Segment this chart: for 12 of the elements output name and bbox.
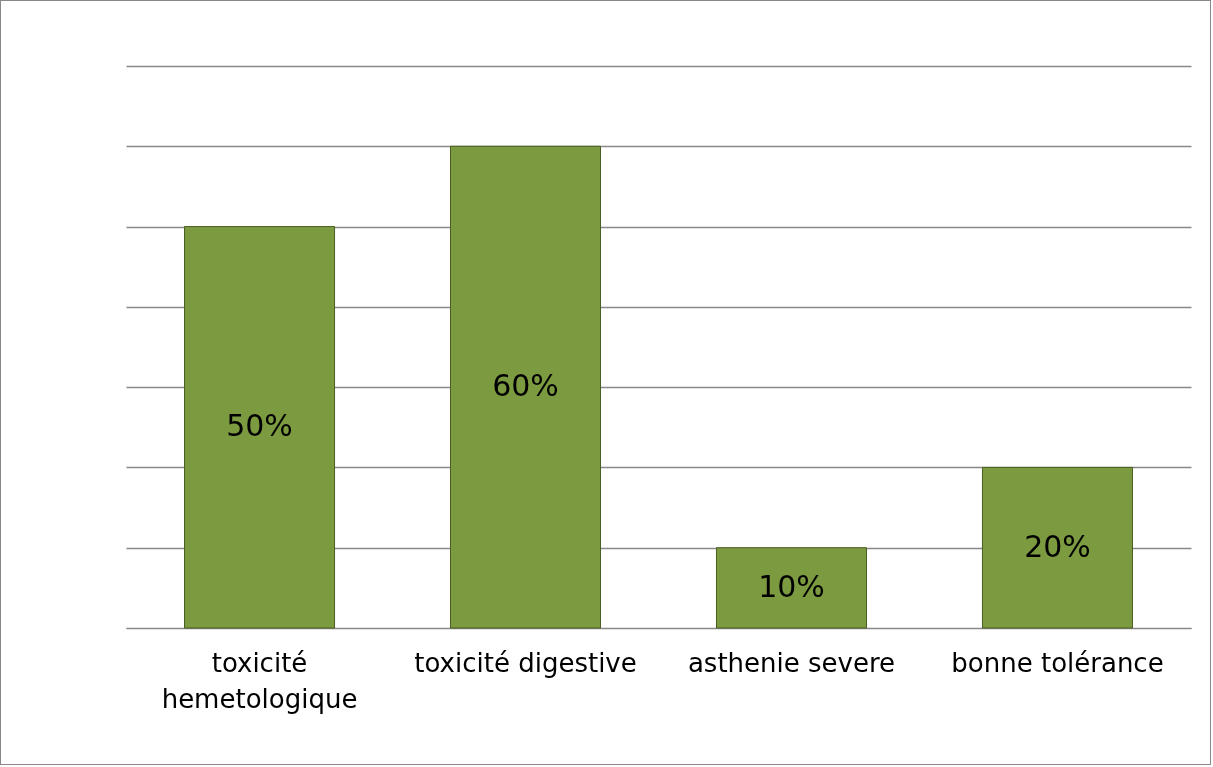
bar xyxy=(184,226,336,629)
data-label: 10% xyxy=(758,568,825,604)
data-label: 20% xyxy=(1024,528,1091,564)
bar xyxy=(981,466,1133,629)
bar xyxy=(450,145,602,629)
x-tick-label: asthenie severe xyxy=(687,647,896,678)
data-label: 50% xyxy=(226,408,293,444)
bar xyxy=(715,547,867,629)
data-label: 60% xyxy=(492,368,559,404)
x-tick-label: toxicité digestive xyxy=(414,647,637,678)
x-tick-label: toxicité hemetologique xyxy=(161,647,358,714)
x-tick-label: bonne tolérance xyxy=(951,647,1164,678)
